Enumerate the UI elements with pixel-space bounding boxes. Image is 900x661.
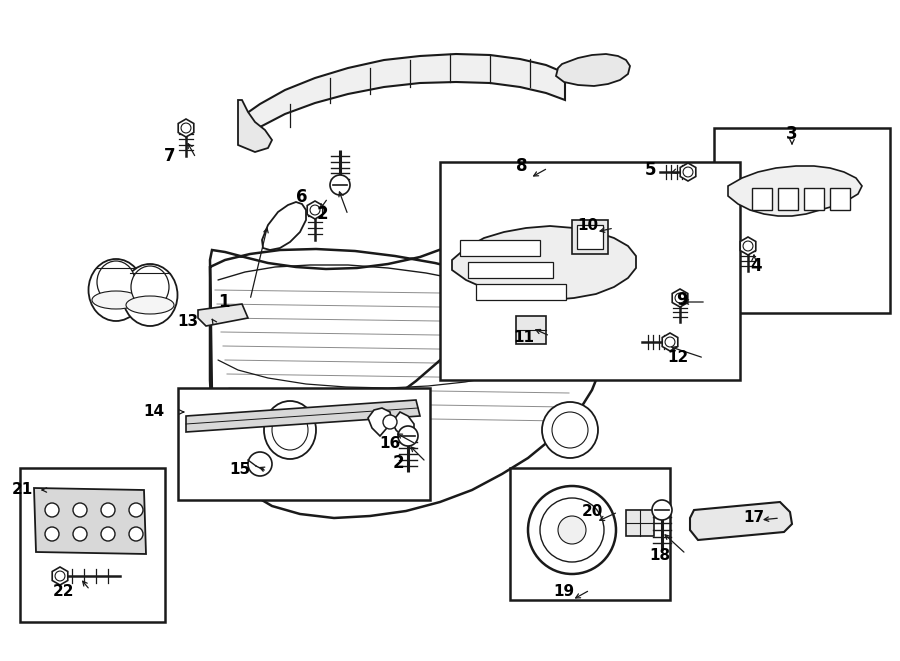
Ellipse shape — [92, 291, 140, 309]
Text: 15: 15 — [230, 463, 250, 477]
Text: 22: 22 — [53, 584, 75, 600]
Text: 17: 17 — [743, 510, 765, 525]
Text: 12: 12 — [668, 350, 688, 366]
Bar — [516, 316, 546, 344]
Ellipse shape — [264, 401, 316, 459]
Ellipse shape — [122, 264, 177, 326]
Circle shape — [558, 516, 586, 544]
Text: 16: 16 — [380, 436, 400, 451]
Circle shape — [310, 205, 320, 215]
Text: 2: 2 — [316, 205, 328, 223]
Polygon shape — [307, 201, 323, 219]
Text: 8: 8 — [517, 157, 527, 175]
Polygon shape — [690, 502, 792, 540]
Ellipse shape — [97, 261, 135, 303]
Circle shape — [45, 527, 59, 541]
Polygon shape — [198, 304, 248, 326]
Ellipse shape — [131, 266, 169, 308]
Polygon shape — [452, 226, 636, 300]
Circle shape — [101, 527, 115, 541]
Circle shape — [129, 503, 143, 517]
Circle shape — [330, 175, 350, 195]
Polygon shape — [34, 488, 146, 554]
Text: 3: 3 — [787, 125, 797, 143]
Ellipse shape — [272, 410, 308, 450]
Text: 18: 18 — [650, 549, 670, 563]
Polygon shape — [556, 54, 630, 86]
Circle shape — [540, 498, 604, 562]
Text: 9: 9 — [676, 291, 688, 309]
Polygon shape — [728, 166, 862, 216]
Bar — [778, 188, 798, 210]
Circle shape — [652, 500, 672, 520]
Circle shape — [675, 293, 685, 303]
Bar — [178, 388, 430, 500]
Text: 14: 14 — [143, 405, 165, 420]
Text: 6: 6 — [296, 188, 308, 206]
Text: 10: 10 — [578, 219, 599, 233]
Text: 1: 1 — [218, 293, 230, 311]
Circle shape — [683, 167, 693, 177]
Polygon shape — [680, 163, 696, 181]
Ellipse shape — [88, 259, 143, 321]
Bar — [20, 468, 165, 622]
Bar — [572, 220, 608, 254]
Circle shape — [542, 402, 598, 458]
Bar — [460, 240, 540, 256]
Circle shape — [181, 123, 191, 133]
Text: 13: 13 — [177, 315, 199, 329]
Text: 11: 11 — [514, 329, 535, 344]
Text: 4: 4 — [751, 257, 761, 275]
Text: 7: 7 — [164, 147, 176, 165]
Bar — [752, 188, 772, 210]
Circle shape — [129, 527, 143, 541]
Text: 20: 20 — [581, 504, 603, 520]
Circle shape — [248, 452, 272, 476]
Circle shape — [665, 337, 675, 347]
Circle shape — [528, 486, 616, 574]
Polygon shape — [52, 567, 68, 585]
Text: 21: 21 — [12, 483, 32, 498]
Polygon shape — [740, 237, 756, 255]
Bar — [468, 262, 553, 278]
Circle shape — [383, 415, 397, 429]
Text: 5: 5 — [644, 161, 656, 179]
Circle shape — [398, 426, 418, 446]
Circle shape — [552, 412, 588, 448]
Circle shape — [743, 241, 753, 251]
Polygon shape — [238, 100, 272, 152]
Bar — [626, 510, 654, 536]
Circle shape — [101, 503, 115, 517]
Circle shape — [55, 571, 65, 581]
Ellipse shape — [126, 296, 174, 314]
Bar — [577, 225, 603, 249]
Circle shape — [73, 503, 87, 517]
Polygon shape — [672, 289, 688, 307]
Circle shape — [45, 503, 59, 517]
Text: 19: 19 — [554, 584, 574, 598]
Polygon shape — [186, 400, 420, 432]
Polygon shape — [368, 408, 392, 436]
Bar — [476, 284, 566, 300]
Polygon shape — [210, 192, 690, 518]
Bar — [714, 128, 890, 313]
Polygon shape — [240, 54, 565, 140]
Circle shape — [73, 527, 87, 541]
Polygon shape — [662, 333, 678, 351]
Bar — [804, 188, 824, 210]
Bar — [830, 188, 850, 210]
Bar — [440, 162, 740, 380]
Text: 2: 2 — [392, 454, 404, 472]
Polygon shape — [392, 412, 414, 438]
Bar — [510, 468, 670, 600]
Polygon shape — [178, 119, 194, 137]
Polygon shape — [262, 202, 306, 250]
